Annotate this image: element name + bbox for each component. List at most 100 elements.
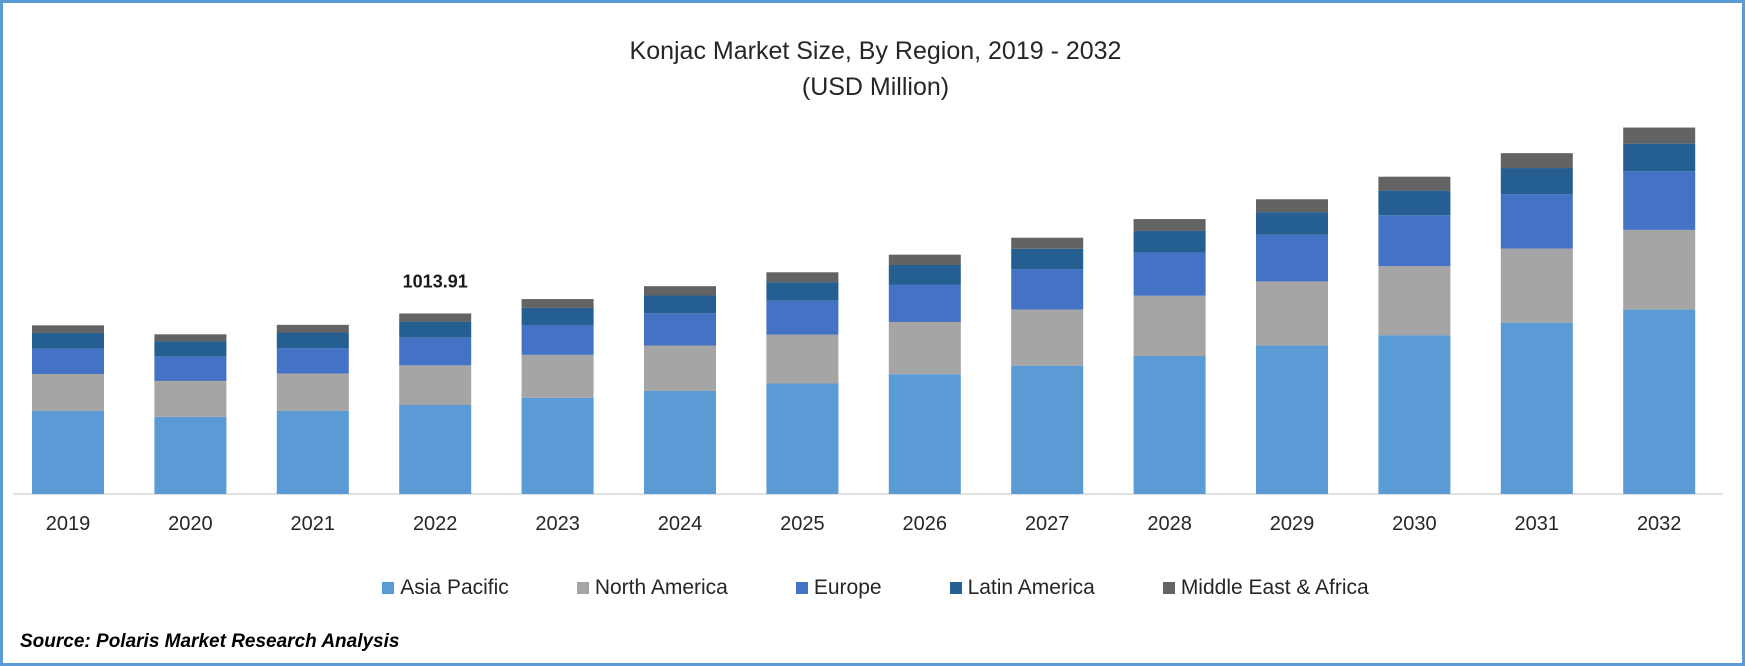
bar-north-america-2020 <box>154 380 227 417</box>
bar-north-america-2023 <box>521 354 594 398</box>
legend-swatch-asia-pacific <box>382 582 395 594</box>
bar-north-america-2025 <box>766 334 839 384</box>
x-tick-label-2025: 2025 <box>780 513 825 535</box>
bar-middle-east-africa-2025 <box>766 272 839 283</box>
bar-asia-pacific-2019 <box>32 410 104 494</box>
bar-latin-america-2020 <box>154 341 227 357</box>
bar-middle-east-africa-2021 <box>276 324 349 333</box>
bar-asia-pacific-2023 <box>521 397 594 494</box>
bar-middle-east-africa-2029 <box>1256 199 1328 213</box>
bar-asia-pacific-2030 <box>1378 335 1451 494</box>
x-tick-label-2019: 2019 <box>46 513 91 535</box>
x-tick-label-2028: 2028 <box>1147 513 1192 535</box>
legend-label-north-america: North America <box>594 576 728 599</box>
x-tick-label-2026: 2026 <box>903 513 948 535</box>
x-tick-label-2021: 2021 <box>291 513 336 535</box>
bar-north-america-2032 <box>1623 229 1696 310</box>
bar-middle-east-africa-2020 <box>154 334 227 342</box>
legend-label-latin-america: Latin America <box>967 576 1095 599</box>
data-label-2022: 1013.91 <box>403 271 468 291</box>
x-tick-label-2023: 2023 <box>535 513 580 535</box>
bar-asia-pacific-2020 <box>154 416 227 494</box>
legend-item-europe: Europe <box>795 576 882 600</box>
bar-latin-america-2029 <box>1256 212 1328 235</box>
legend-item-latin-america: Latin America <box>949 576 1095 600</box>
bar-middle-east-africa-2030 <box>1378 176 1451 191</box>
legend-item-north-america: North America <box>576 576 728 600</box>
bar-north-america-2030 <box>1378 266 1451 336</box>
bar-europe-2023 <box>521 325 594 355</box>
legend-swatch-latin-america <box>949 582 962 594</box>
bar-latin-america-2032 <box>1623 143 1696 172</box>
bar-north-america-2029 <box>1256 281 1328 346</box>
x-tick-label-2027: 2027 <box>1025 513 1070 535</box>
bar-north-america-2022 <box>399 365 472 406</box>
bar-europe-2028 <box>1133 252 1206 296</box>
bar-latin-america-2023 <box>521 307 594 326</box>
chart-legend: Asia Pacific North America Europe Latin … <box>3 576 1745 600</box>
bar-asia-pacific-2025 <box>766 383 839 494</box>
bar-latin-america-2019 <box>32 332 104 349</box>
bar-latin-america-2021 <box>276 332 349 349</box>
chart-title-main: Konjac Market Size, By Region, 2019 - 20… <box>629 37 1122 65</box>
chart-title: Konjac Market Size, By Region, 2019 - 20… <box>3 33 1745 105</box>
bar-middle-east-africa-2027 <box>1011 237 1084 249</box>
bar-middle-east-africa-2024 <box>644 286 716 296</box>
bar-asia-pacific-2026 <box>888 374 961 494</box>
bar-north-america-2026 <box>888 321 961 375</box>
bar-europe-2029 <box>1256 234 1328 282</box>
bar-asia-pacific-2027 <box>1011 365 1084 494</box>
bar-middle-east-africa-2023 <box>521 299 594 308</box>
bar-middle-east-africa-2032 <box>1623 127 1696 144</box>
stacked-bar-chart: 2019 2020 2021 2022 1013.91 2023 2024 2025 2026 2… <box>13 127 1723 535</box>
legend-label-middle-east-africa: Middle East & Africa <box>1180 576 1369 599</box>
bar-europe-2020 <box>154 356 227 381</box>
legend-label-europe: Europe <box>813 576 882 599</box>
legend-label-asia-pacific: Asia Pacific <box>400 576 509 599</box>
x-tick-label-2030: 2030 <box>1392 513 1437 535</box>
bar-middle-east-africa-2031 <box>1500 153 1573 169</box>
bar-europe-2022 <box>399 337 472 366</box>
bar-north-america-2031 <box>1500 248 1573 323</box>
bar-north-america-2019 <box>32 373 104 411</box>
legend-swatch-europe <box>795 582 808 594</box>
x-tick-label-2032: 2032 <box>1637 513 1682 535</box>
bar-europe-2024 <box>644 313 716 346</box>
legend-item-middle-east-africa: Middle East & Africa <box>1162 576 1369 600</box>
bar-latin-america-2024 <box>644 295 716 314</box>
bar-asia-pacific-2029 <box>1256 345 1328 494</box>
bar-europe-2031 <box>1500 194 1573 249</box>
bar-latin-america-2022 <box>399 321 472 338</box>
bar-europe-2019 <box>32 348 104 374</box>
bar-europe-2021 <box>276 348 349 374</box>
bar-europe-2027 <box>1011 269 1084 310</box>
bar-latin-america-2025 <box>766 282 839 301</box>
bar-middle-east-africa-2026 <box>888 254 961 266</box>
source-note: Source: Polaris Market Research Analysis <box>20 631 400 652</box>
bar-europe-2032 <box>1623 171 1696 230</box>
x-tick-label-2031: 2031 <box>1515 513 1560 535</box>
x-tick-label-2029: 2029 <box>1270 513 1315 535</box>
legend-item-asia-pacific: Asia Pacific <box>382 576 509 600</box>
chart-subtitle: (USD Million) <box>801 73 950 101</box>
bar-north-america-2024 <box>644 345 716 391</box>
bar-europe-2026 <box>888 284 961 322</box>
bar-asia-pacific-2032 <box>1623 309 1696 494</box>
bar-asia-pacific-2024 <box>644 390 716 494</box>
x-tick-label-2020: 2020 <box>168 513 213 535</box>
bar-asia-pacific-2028 <box>1133 356 1206 494</box>
legend-swatch-north-america <box>576 582 589 594</box>
x-tick-label-2022: 2022 <box>413 513 458 535</box>
bar-middle-east-africa-2019 <box>32 325 104 333</box>
bar-middle-east-africa-2028 <box>1133 219 1206 231</box>
bar-asia-pacific-2021 <box>276 410 349 494</box>
bar-latin-america-2028 <box>1133 230 1206 253</box>
bar-europe-2025 <box>766 300 839 335</box>
bar-latin-america-2031 <box>1500 168 1573 195</box>
bar-asia-pacific-2022 <box>399 405 472 494</box>
bar-middle-east-africa-2022 <box>399 313 472 322</box>
legend-swatch-middle-east-africa <box>1162 582 1175 594</box>
bar-north-america-2027 <box>1011 309 1084 366</box>
bar-latin-america-2030 <box>1378 190 1451 216</box>
